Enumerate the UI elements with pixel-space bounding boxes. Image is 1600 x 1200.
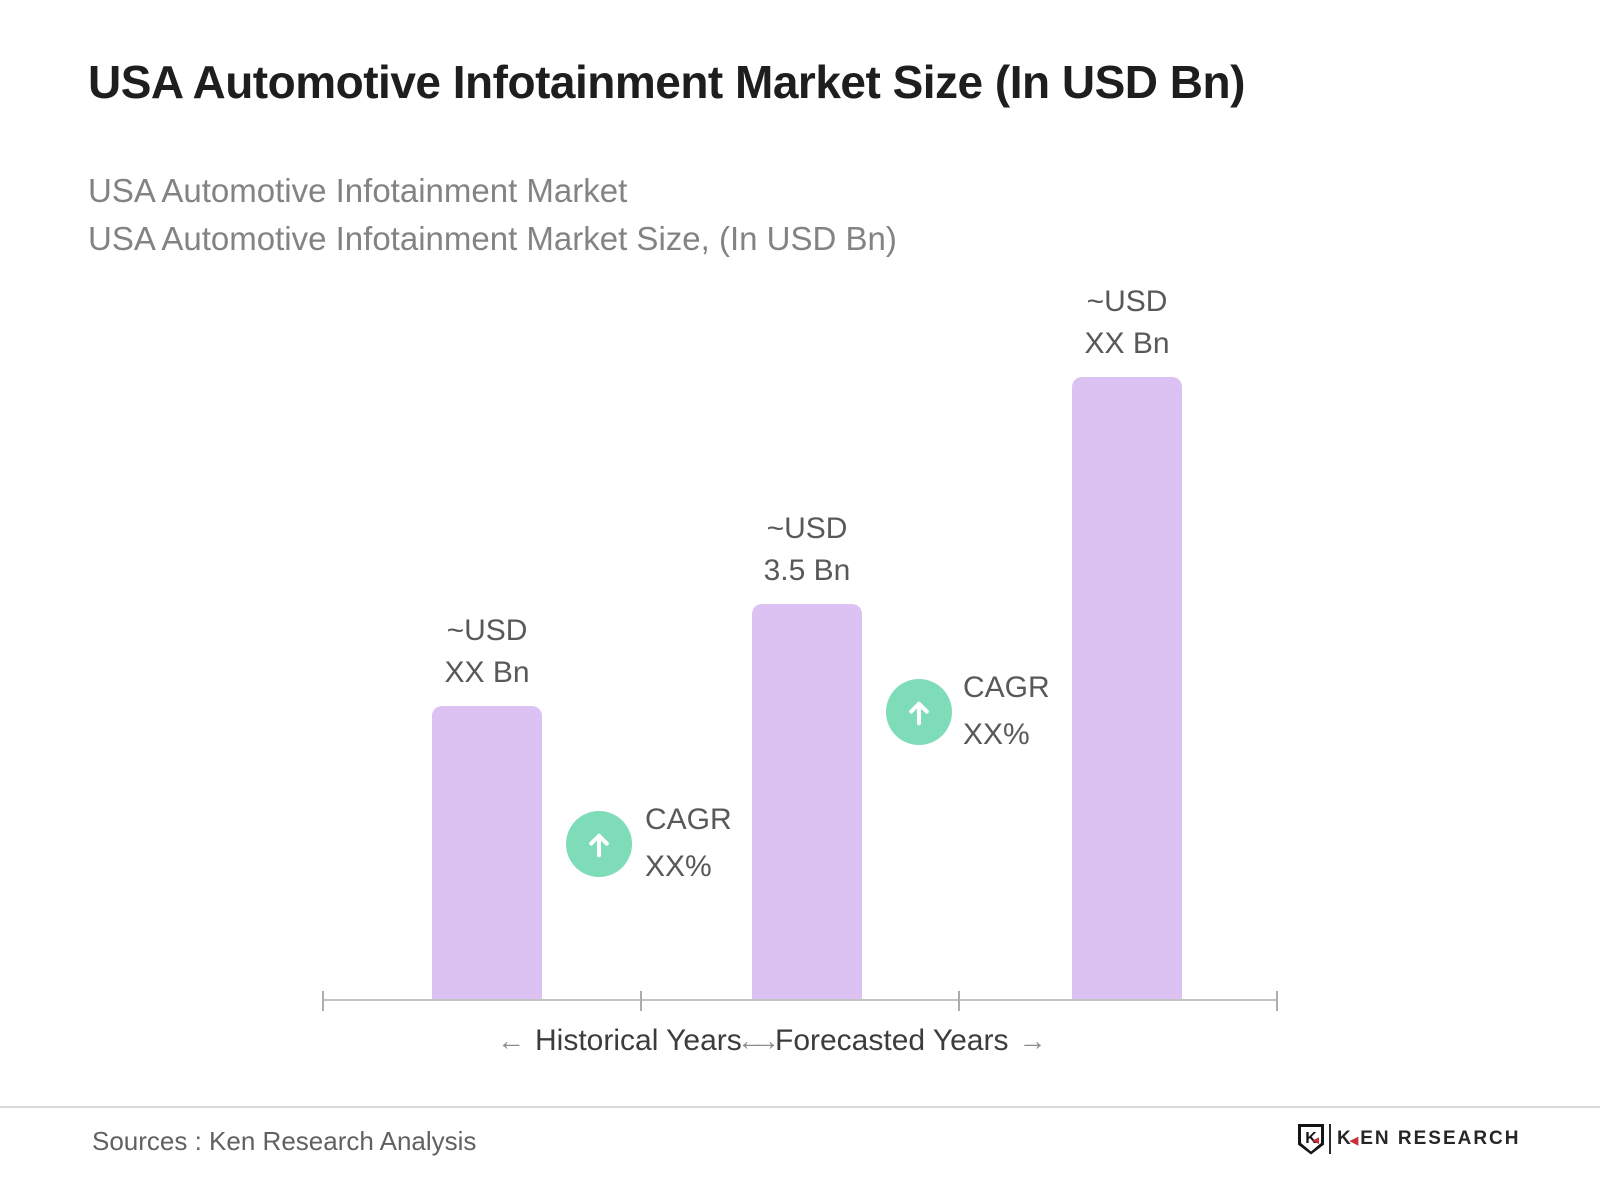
x-axis-tick	[1276, 991, 1278, 1011]
bar-base-year	[752, 604, 862, 1001]
logo-red-triangle-icon: ◀	[1349, 1135, 1361, 1147]
axis-segment-text: Historical Years	[535, 1024, 742, 1057]
logo-shield-letter: K	[1305, 1130, 1317, 1147]
x-axis-tick	[958, 991, 960, 1011]
left-arrow-icon: ←	[737, 1025, 765, 1056]
right-arrow-icon: →	[751, 1025, 780, 1056]
x-axis-line	[322, 999, 1278, 1001]
ken-research-logo: K ◀ K◀EN RESEARCH	[1298, 1122, 1521, 1156]
left-arrow-icon: ←	[497, 1025, 525, 1056]
axis-segment-text: Forecasted Years	[775, 1024, 1009, 1057]
source-attribution: Sources : Ken Research Analysis	[92, 1126, 477, 1156]
footer-divider	[0, 1106, 1600, 1108]
up-arrow-circle-icon	[566, 811, 632, 877]
cagr-label: CAGR XX%	[645, 803, 732, 883]
bar-value-label: ~USD 3.5 Bn	[763, 512, 851, 587]
bar-value-label: ~USD XX Bn	[1084, 285, 1170, 360]
bar-historical	[432, 706, 542, 1001]
bar-chart: ~USD XX Bn ~USD 3.5 Bn ~USD XX Bn CAGR X…	[322, 285, 1278, 1011]
logo-brand-k: K	[1337, 1128, 1353, 1149]
page-title: USA Automotive Infotainment Market Size …	[88, 56, 1245, 108]
cagr-label: CAGR XX%	[963, 671, 1050, 751]
logo-separator	[1329, 1124, 1331, 1154]
logo-brand-text: K◀EN RESEARCH	[1337, 1128, 1521, 1150]
logo-shield-icon: K ◀	[1298, 1123, 1324, 1155]
logo-shield-inner: K ◀	[1301, 1126, 1321, 1152]
x-axis-tick	[640, 991, 642, 1011]
x-axis-tick	[322, 991, 324, 1011]
up-arrow-circle-icon	[886, 679, 952, 745]
x-axis-segment-forecasted: ← Forecasted Years →	[737, 1022, 1046, 1060]
right-arrow-icon: →	[1018, 1025, 1047, 1056]
x-axis-segment-historical: ← Historical Years →	[497, 1022, 780, 1060]
logo-red-triangle-icon: ◀	[1312, 1134, 1319, 1145]
bar-forecasted	[1072, 377, 1182, 1001]
logo-brand-rest: EN RESEARCH	[1360, 1128, 1521, 1149]
bar-value-label: ~USD XX Bn	[444, 614, 530, 689]
chart-subtitle: USA Automotive Infotainment Market USA A…	[88, 172, 897, 257]
